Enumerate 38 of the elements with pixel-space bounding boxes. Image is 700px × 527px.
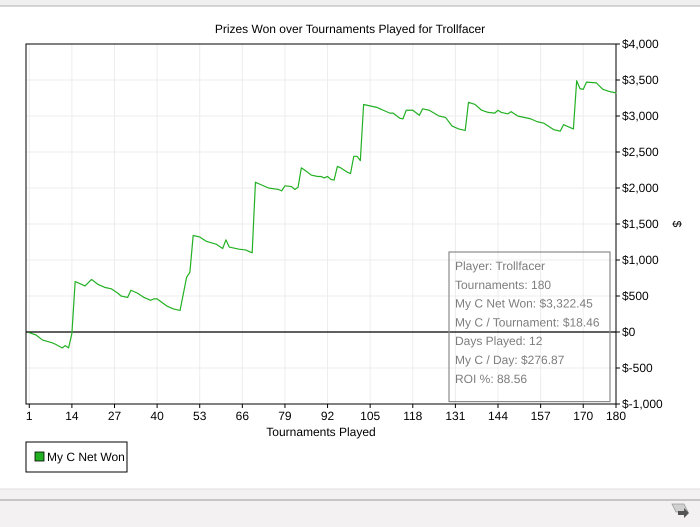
x-tick-label: 53	[193, 409, 207, 423]
y-tick-label: $-1,000	[622, 397, 664, 411]
annotation: Days Played: 12	[455, 334, 543, 348]
x-tick-label: 79	[278, 409, 292, 423]
x-tick-label: 27	[108, 409, 122, 423]
x-tick-label: 157	[530, 409, 551, 423]
chart-title: Prizes Won over Tournaments Played for Trollfacer	[214, 22, 486, 36]
legend-label: My C Net Won	[47, 450, 125, 464]
x-tick-label: 170	[573, 409, 594, 423]
y-tick-label: $2,500	[622, 145, 660, 159]
y-axis-title: $	[670, 220, 684, 228]
y-tick-label: $0	[622, 325, 636, 339]
annotation: Tournaments: 180	[455, 278, 552, 292]
y-tick-label: $-500	[622, 361, 654, 375]
annotation: My C / Tournament: $18.46	[455, 315, 600, 330]
y-tick-label: $1,000	[622, 253, 660, 267]
annotation: ROI %: 88.56	[455, 372, 528, 386]
annotation: Player: Trollfacer	[455, 259, 546, 273]
x-tick-label: 40	[150, 409, 164, 423]
x-tick-label: 180	[606, 409, 626, 423]
x-tick-label: 1	[26, 409, 33, 423]
annotation: My C / Day: $276.87	[455, 353, 565, 367]
annotation: My C Net Won: $3,322.45	[455, 296, 594, 311]
x-tick-label: 118	[403, 409, 423, 423]
line-series	[28, 80, 617, 348]
y-tick-label: $4,000	[622, 37, 660, 51]
x-tick-label: 131	[445, 409, 466, 423]
x-tick-label: 92	[320, 409, 335, 423]
y-tick-label: $3,500	[622, 73, 660, 87]
y-tick-label: $1,500	[622, 217, 660, 231]
x-tick-label: 66	[236, 409, 250, 423]
x-tick-label: 105	[360, 409, 380, 423]
x-axis-title: Tournaments Played	[266, 425, 376, 439]
x-tick-label: 14	[65, 409, 79, 423]
y-tick-label: $2,000	[622, 181, 660, 195]
y-tick-label: $3,000	[622, 109, 660, 123]
y-tick-label: $500	[622, 289, 650, 303]
x-tick-label: 144	[488, 409, 508, 423]
